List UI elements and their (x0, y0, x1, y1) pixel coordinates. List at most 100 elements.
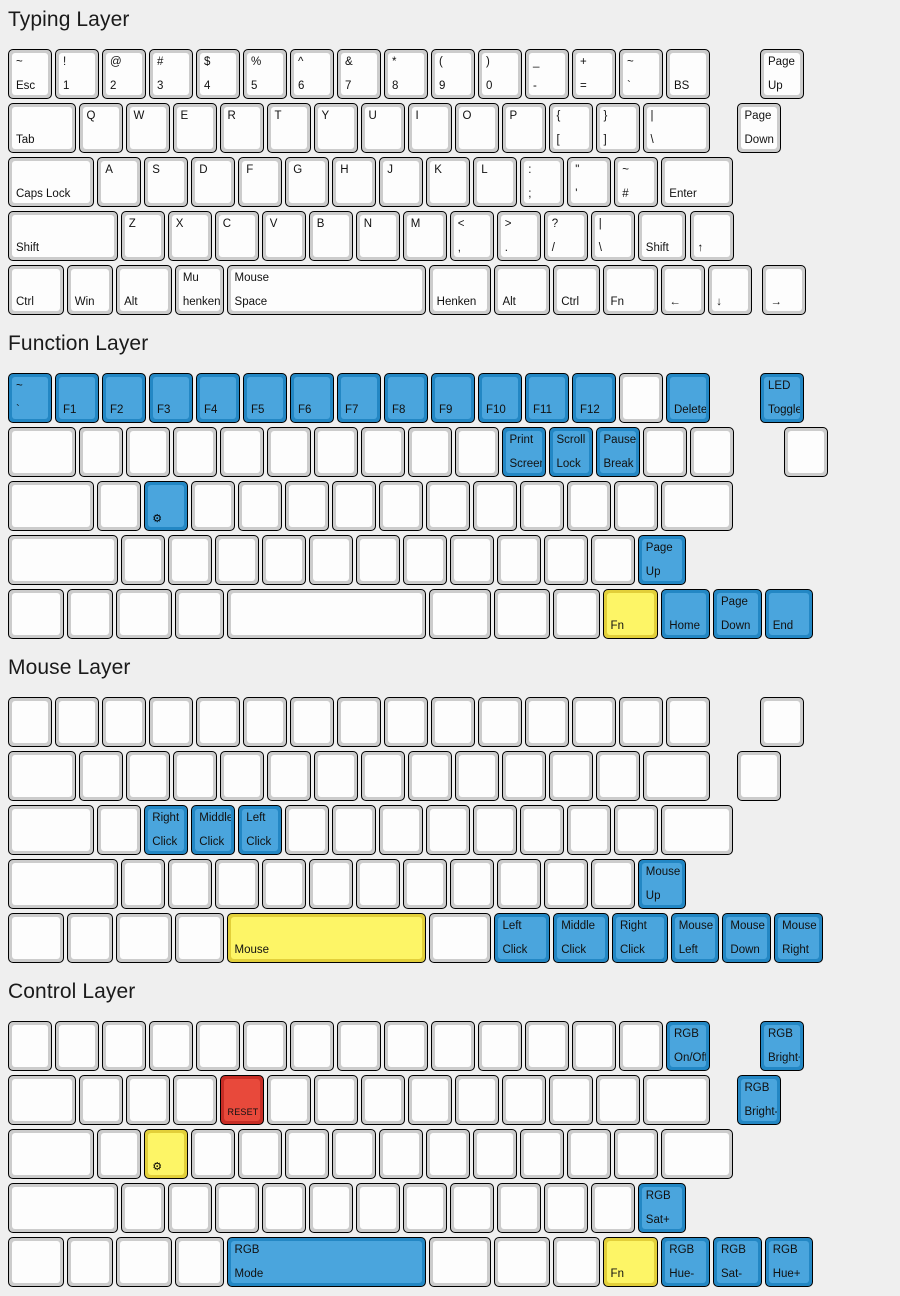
key-6[interactable]: ^ 6 (290, 49, 334, 99)
key-blank[interactable] (172, 751, 217, 801)
key-blank[interactable] (149, 697, 193, 747)
key-gear-icon[interactable]: ⚙ (144, 481, 189, 531)
key-print-screen[interactable]: Print Screen (501, 427, 546, 477)
key-f11[interactable]: F11 (525, 373, 569, 423)
key-blank[interactable] (360, 427, 405, 477)
key-blank[interactable] (285, 481, 330, 531)
key-delete[interactable]: Delete (666, 373, 710, 423)
key-blank[interactable] (125, 427, 170, 477)
key-f1[interactable]: F1 (55, 373, 99, 423)
key-blank[interactable] (261, 1183, 306, 1233)
key-rgb-sat[interactable]: RGB Sat- (713, 1237, 762, 1287)
key-blank[interactable] (379, 481, 424, 531)
key-blank[interactable] (525, 697, 569, 747)
key-scroll-lock[interactable]: Scroll Lock (548, 427, 593, 477)
key-rgb-mode[interactable]: RGB Mode (226, 1237, 426, 1287)
key-blank[interactable] (449, 535, 494, 585)
key-blank[interactable] (313, 751, 358, 801)
key-blank[interactable]: | \ (642, 103, 710, 153)
key-blank[interactable] (736, 751, 781, 801)
key-blank[interactable] (8, 1183, 118, 1233)
key-fn[interactable]: Fn (602, 1237, 659, 1287)
key-blank[interactable]: ~ ` (8, 373, 52, 423)
key-blank[interactable] (125, 751, 170, 801)
key-blank[interactable] (219, 427, 264, 477)
key-page-down[interactable]: Page Down (736, 103, 781, 153)
key-blank[interactable] (290, 697, 334, 747)
key-blank[interactable] (543, 1183, 588, 1233)
key-7[interactable]: & 7 (337, 49, 381, 99)
key-u[interactable]: U (360, 103, 405, 153)
key-caps-lock[interactable]: Caps Lock (8, 157, 95, 207)
key-blank[interactable] (116, 913, 172, 963)
key-blank[interactable] (428, 913, 492, 963)
key-blank[interactable] (567, 805, 612, 855)
key-3[interactable]: #3 (149, 49, 193, 99)
key-mouse-space[interactable]: Mouse Space (226, 265, 426, 315)
key-blank[interactable] (266, 1075, 311, 1125)
key-middle-click[interactable]: Middle Click (553, 913, 609, 963)
key-blank[interactable] (478, 697, 522, 747)
key-blank[interactable] (428, 1237, 492, 1287)
key-blank[interactable] (520, 805, 565, 855)
key-blank[interactable] (426, 1129, 471, 1179)
key-blank[interactable] (494, 1237, 551, 1287)
key-blank[interactable] (355, 535, 400, 585)
key-blank[interactable] (661, 481, 734, 531)
key-blank[interactable]: <, (449, 211, 494, 261)
key-blank[interactable] (501, 1075, 546, 1125)
key-m[interactable]: M (402, 211, 447, 261)
key-home[interactable]: Home (661, 589, 710, 639)
key-blank[interactable]: ↑ (689, 211, 734, 261)
key-blank[interactable] (661, 805, 734, 855)
key-blank[interactable] (454, 751, 499, 801)
key-blank[interactable] (496, 859, 541, 909)
key-rgb-on-off[interactable]: RGB On/Off (666, 1021, 710, 1071)
key-mouse-up[interactable]: Mouse Up (637, 859, 687, 909)
key-blank[interactable] (548, 751, 593, 801)
key-blank[interactable] (496, 535, 541, 585)
key-blank[interactable] (783, 427, 828, 477)
key-rgb-bright[interactable]: RGB Bright+ (760, 1021, 804, 1071)
key-p[interactable]: P (501, 103, 546, 153)
key-blank[interactable] (402, 859, 447, 909)
key-blank[interactable] (384, 697, 428, 747)
key-blank[interactable] (494, 589, 551, 639)
key-blank[interactable] (642, 751, 710, 801)
key-alt[interactable]: Alt (116, 265, 172, 315)
key-0[interactable]: ) 0 (478, 49, 522, 99)
key-blank[interactable] (407, 1075, 452, 1125)
key-blank[interactable] (614, 1129, 659, 1179)
key-blank[interactable] (196, 1021, 240, 1071)
key-f[interactable]: F (238, 157, 283, 207)
key-blank[interactable] (572, 1021, 616, 1071)
key-blank[interactable] (661, 1129, 734, 1179)
key-mouse-left[interactable]: Mouse Left (670, 913, 720, 963)
key-alt[interactable]: Alt (494, 265, 551, 315)
key-ctrl[interactable]: Ctrl (8, 265, 64, 315)
key-i[interactable]: I (407, 103, 452, 153)
key-blank[interactable] (8, 805, 95, 855)
key-blank[interactable] (313, 1075, 358, 1125)
key-blank[interactable] (66, 1237, 114, 1287)
key-page-down[interactable]: Page Down (713, 589, 762, 639)
key-f2[interactable]: F2 (102, 373, 146, 423)
key-blank[interactable]: " ' (567, 157, 612, 207)
key-blank[interactable] (8, 697, 52, 747)
key-f8[interactable]: F8 (384, 373, 428, 423)
key-blank[interactable] (97, 805, 142, 855)
key-n[interactable]: N (355, 211, 400, 261)
key-blank[interactable] (266, 751, 311, 801)
key-blank[interactable] (449, 1183, 494, 1233)
key-blank[interactable] (174, 913, 224, 963)
key-blank[interactable] (261, 859, 306, 909)
key-blank[interactable] (125, 1075, 170, 1125)
key-blank[interactable] (66, 913, 114, 963)
key-blank[interactable] (313, 427, 358, 477)
key-s[interactable]: S (144, 157, 189, 207)
key-w[interactable]: W (125, 103, 170, 153)
key-mouse-right[interactable]: Mouse Right (774, 913, 823, 963)
key-blank[interactable] (8, 751, 76, 801)
key-f9[interactable]: F9 (431, 373, 475, 423)
key-blank[interactable] (102, 1021, 146, 1071)
